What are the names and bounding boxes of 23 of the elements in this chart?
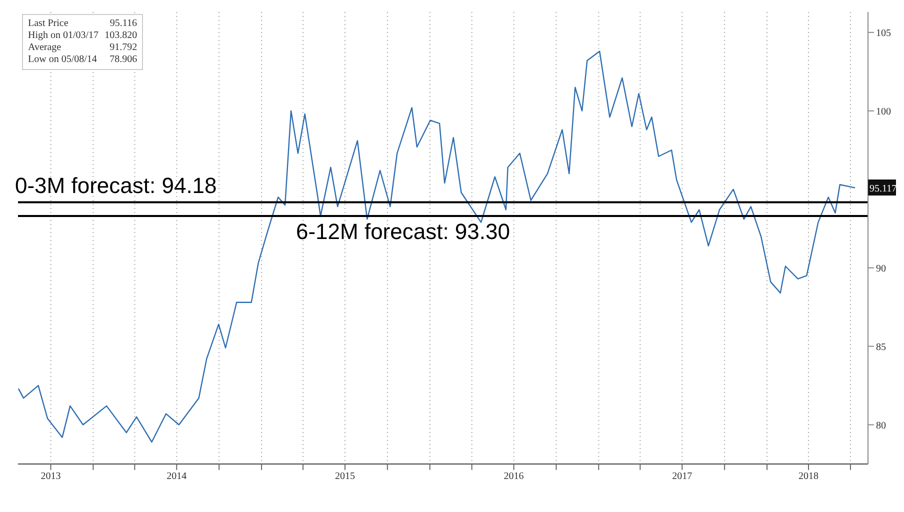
x-tick-label: 2014: [166, 471, 187, 482]
annotation: 95.117: [870, 184, 897, 195]
annotation: 78.906: [110, 54, 138, 66]
y-tick-label: 100: [876, 106, 891, 118]
y-tick-label: 80: [876, 420, 886, 432]
annotation: 95.116: [110, 18, 138, 30]
y-tick-label: 85: [876, 342, 886, 353]
x-tick-label: 2016: [504, 471, 524, 482]
y-tick-label: 105: [876, 28, 891, 39]
ref-line-label: 0-3M forecast: 94.18: [15, 172, 217, 198]
x-tick-label: 2013: [40, 471, 61, 482]
annotation: 91.792: [110, 42, 138, 54]
y-tick-label: 90: [876, 263, 886, 274]
annotation: Last Price: [28, 18, 68, 30]
price-tag: 95.117: [868, 180, 896, 196]
ref-line-label: 6-12M forecast: 93.30: [296, 219, 510, 244]
x-tick-label: 2015: [334, 471, 355, 482]
annotation: High on 01/03/17: [28, 30, 99, 42]
x-tick-label: 2018: [798, 471, 819, 482]
annotation: 103.820: [104, 30, 138, 42]
x-tick-label: 2017: [672, 471, 692, 482]
annotation: Low on 05/08/14: [28, 54, 97, 66]
annotation: Average: [28, 42, 62, 54]
